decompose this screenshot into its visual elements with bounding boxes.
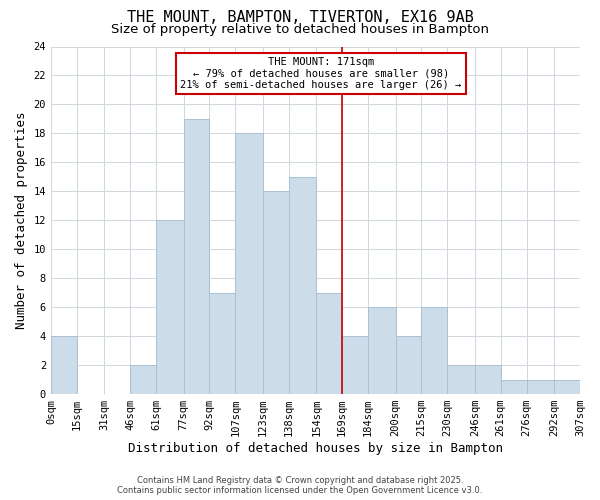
Bar xyxy=(156,220,184,394)
Bar xyxy=(263,192,289,394)
Bar xyxy=(421,307,447,394)
Bar xyxy=(395,336,421,394)
Bar xyxy=(368,307,395,394)
Text: Size of property relative to detached houses in Bampton: Size of property relative to detached ho… xyxy=(111,22,489,36)
Text: Contains HM Land Registry data © Crown copyright and database right 2025.
Contai: Contains HM Land Registry data © Crown c… xyxy=(118,476,482,495)
Y-axis label: Number of detached properties: Number of detached properties xyxy=(15,112,28,329)
Bar xyxy=(289,177,316,394)
Bar xyxy=(475,365,501,394)
Bar xyxy=(501,380,527,394)
Text: THE MOUNT: 171sqm
← 79% of detached houses are smaller (98)
21% of semi-detached: THE MOUNT: 171sqm ← 79% of detached hous… xyxy=(181,57,461,90)
Bar xyxy=(316,292,342,394)
Bar xyxy=(527,380,554,394)
Bar xyxy=(342,336,368,394)
Bar xyxy=(209,292,235,394)
Bar xyxy=(51,336,77,394)
Bar xyxy=(447,365,475,394)
X-axis label: Distribution of detached houses by size in Bampton: Distribution of detached houses by size … xyxy=(128,442,503,455)
Bar xyxy=(235,134,263,394)
Bar xyxy=(184,119,209,394)
Bar xyxy=(130,365,156,394)
Bar xyxy=(554,380,580,394)
Text: THE MOUNT, BAMPTON, TIVERTON, EX16 9AB: THE MOUNT, BAMPTON, TIVERTON, EX16 9AB xyxy=(127,10,473,25)
